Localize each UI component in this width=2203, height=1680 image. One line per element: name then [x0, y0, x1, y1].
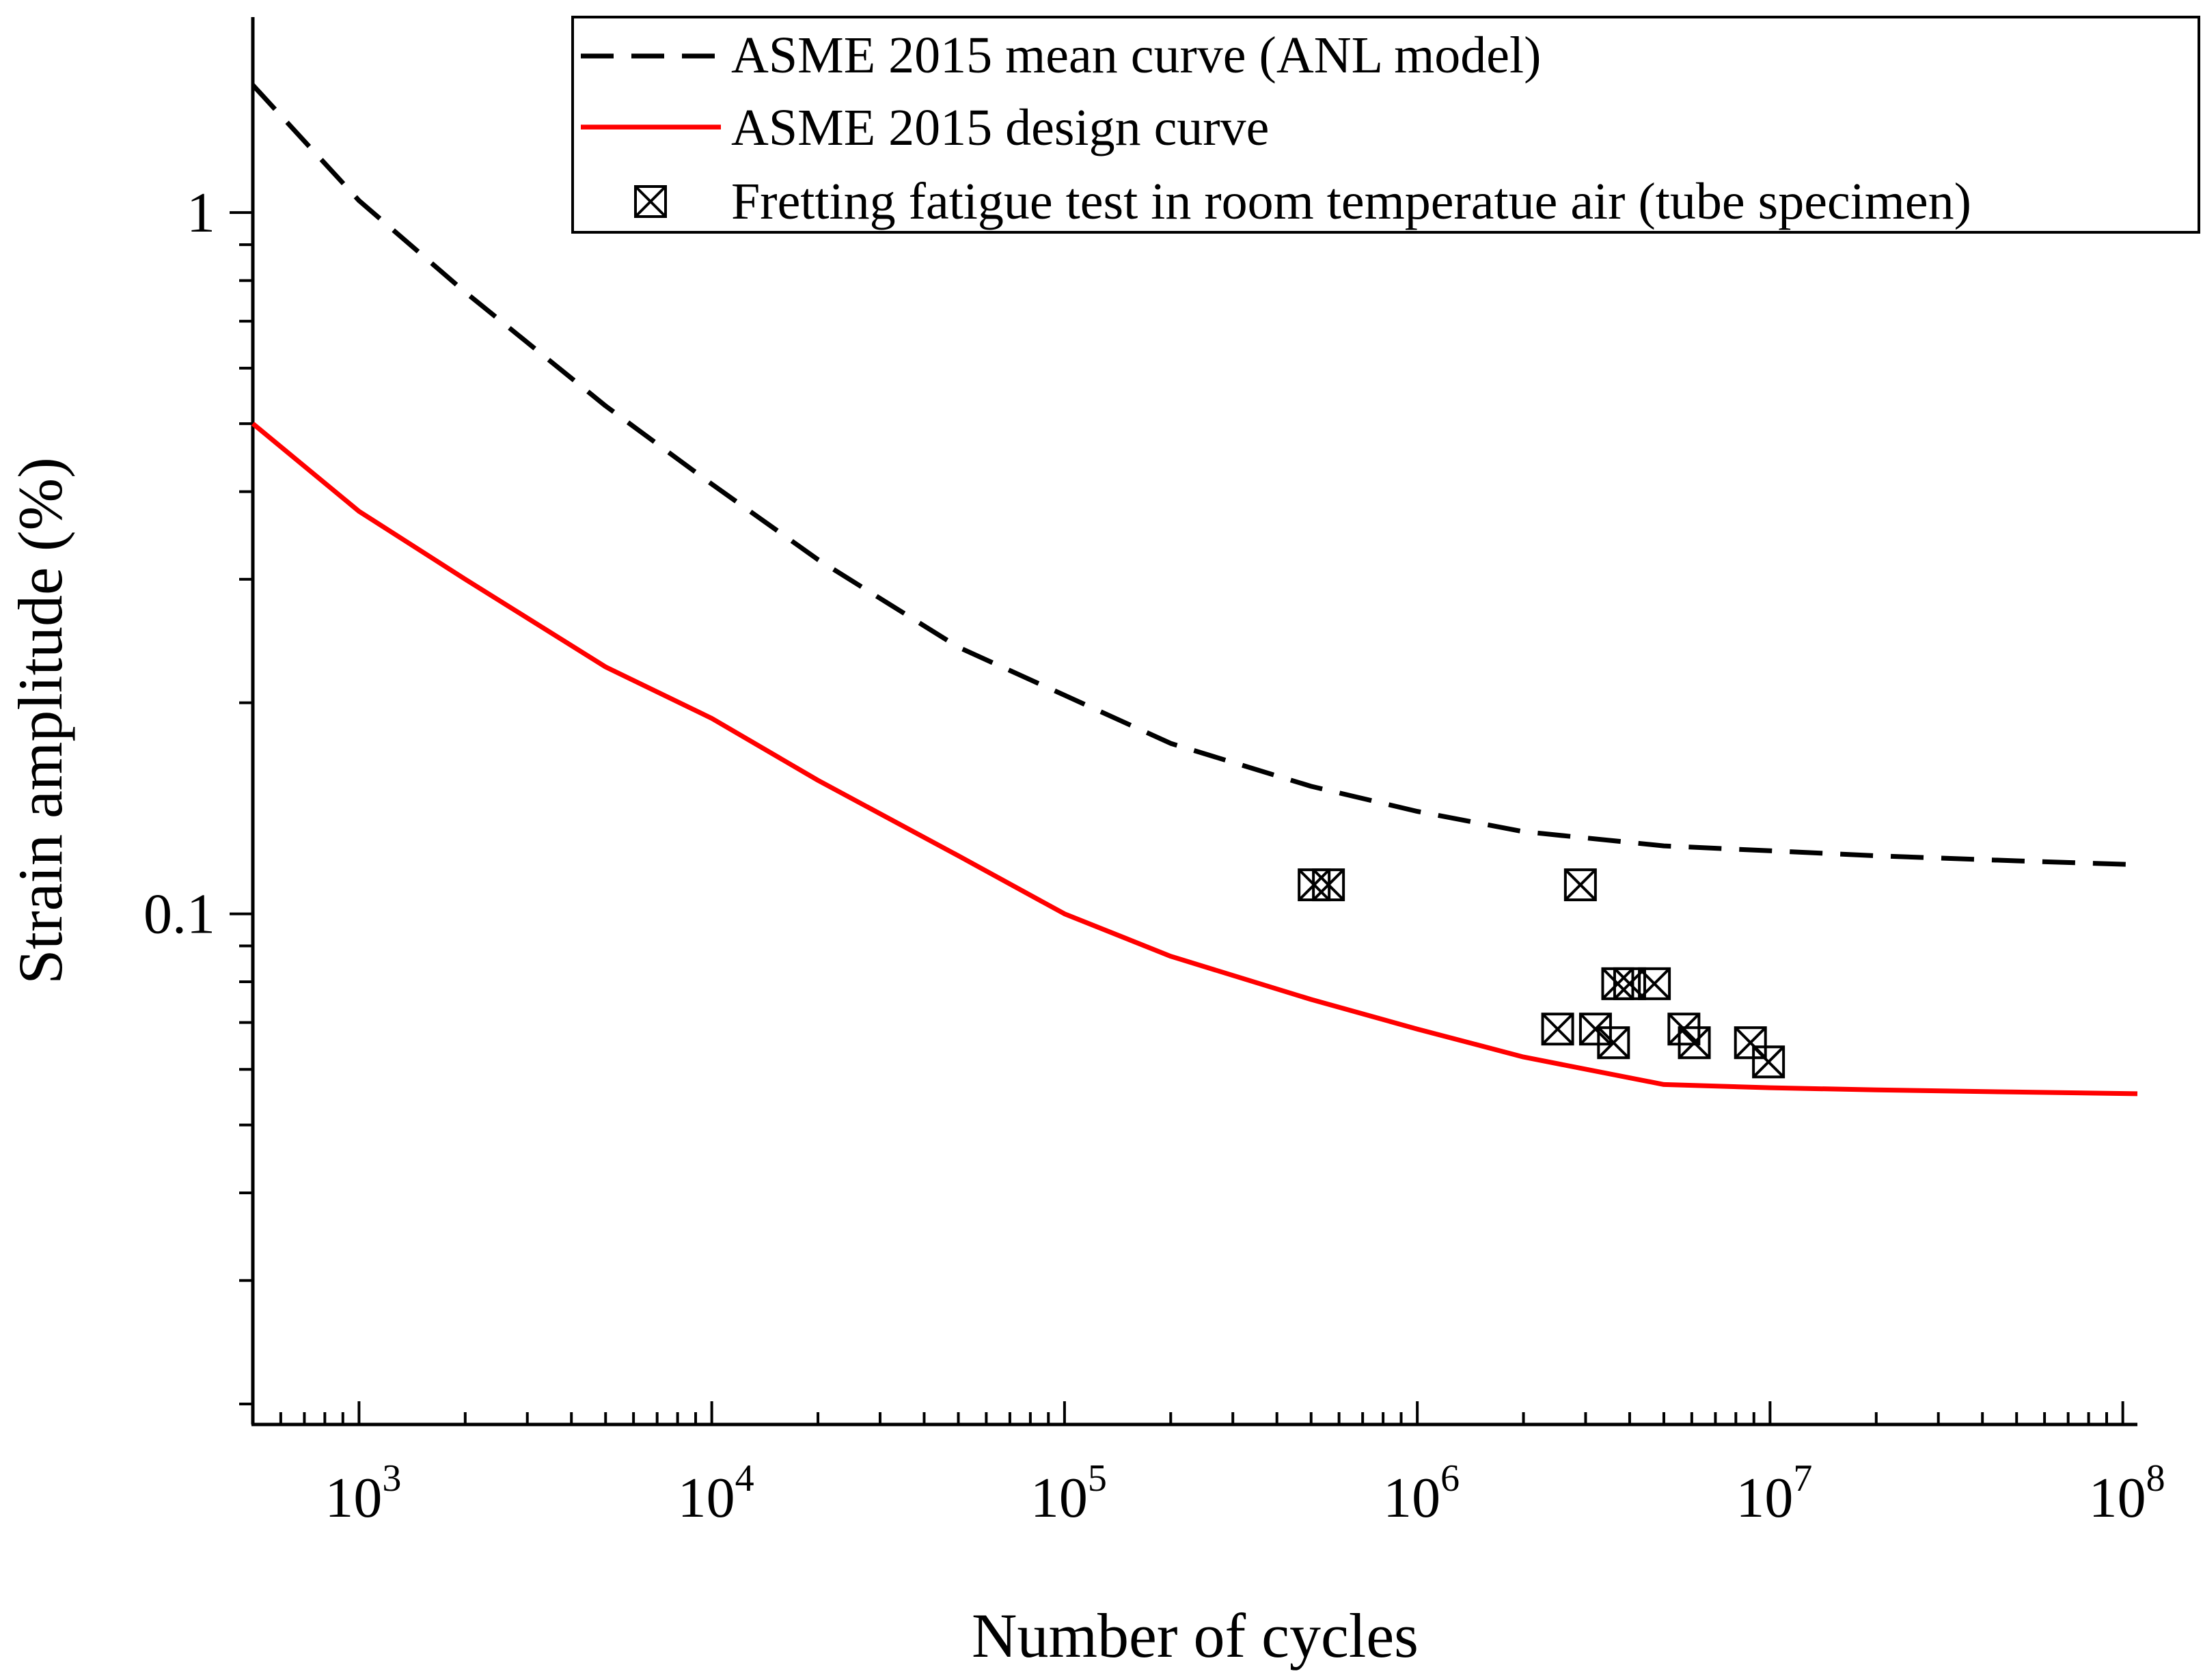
- data-point: [1312, 868, 1345, 902]
- x-tick-label: 104: [678, 1457, 754, 1530]
- legend-mean-label: ASME 2015 mean curve (ANL model): [731, 27, 1541, 84]
- x-tick-label: 105: [1030, 1457, 1107, 1530]
- x-tick-label: 106: [1383, 1457, 1460, 1530]
- x-tick-label: 108: [2089, 1457, 2165, 1530]
- data-point: [1597, 1026, 1630, 1060]
- data-point: [1638, 967, 1671, 1000]
- plot-area: 103 104 105 106 107 108 10.1: [143, 17, 2165, 1530]
- x-axis-title: Number of cycles: [972, 1601, 1419, 1670]
- legend: ASME 2015 mean curve (ANL model) ASME 20…: [571, 16, 2200, 234]
- legend-design-label: ASME 2015 design curve: [731, 99, 1269, 156]
- y-ticks: 10.1: [143, 181, 253, 1406]
- data-point: [1678, 1026, 1711, 1060]
- legend-box: [571, 16, 2200, 234]
- data-point: [1578, 1013, 1612, 1046]
- legend-test-marker: [634, 185, 667, 218]
- data-point: [1541, 1013, 1574, 1046]
- series-layer: [251, 83, 2138, 1097]
- y-tick-label: 0.1: [143, 883, 215, 946]
- data-point: [1667, 1013, 1701, 1046]
- design-curve-line: [251, 422, 2138, 1097]
- x-tick-label: 107: [1736, 1457, 1812, 1530]
- mean-curve-line: [251, 83, 2138, 868]
- data-point: [1563, 868, 1597, 902]
- x-tick-label: 103: [325, 1457, 401, 1530]
- y-axis-title: Strain amplitude (%): [5, 457, 75, 984]
- x-ticks: 103 104 105 106 107 108: [251, 1401, 2165, 1530]
- legend-test-label: Fretting fatigue test in room temperatue…: [731, 173, 1971, 230]
- data-point: [1752, 1045, 1785, 1079]
- y-tick-label: 1: [187, 181, 215, 245]
